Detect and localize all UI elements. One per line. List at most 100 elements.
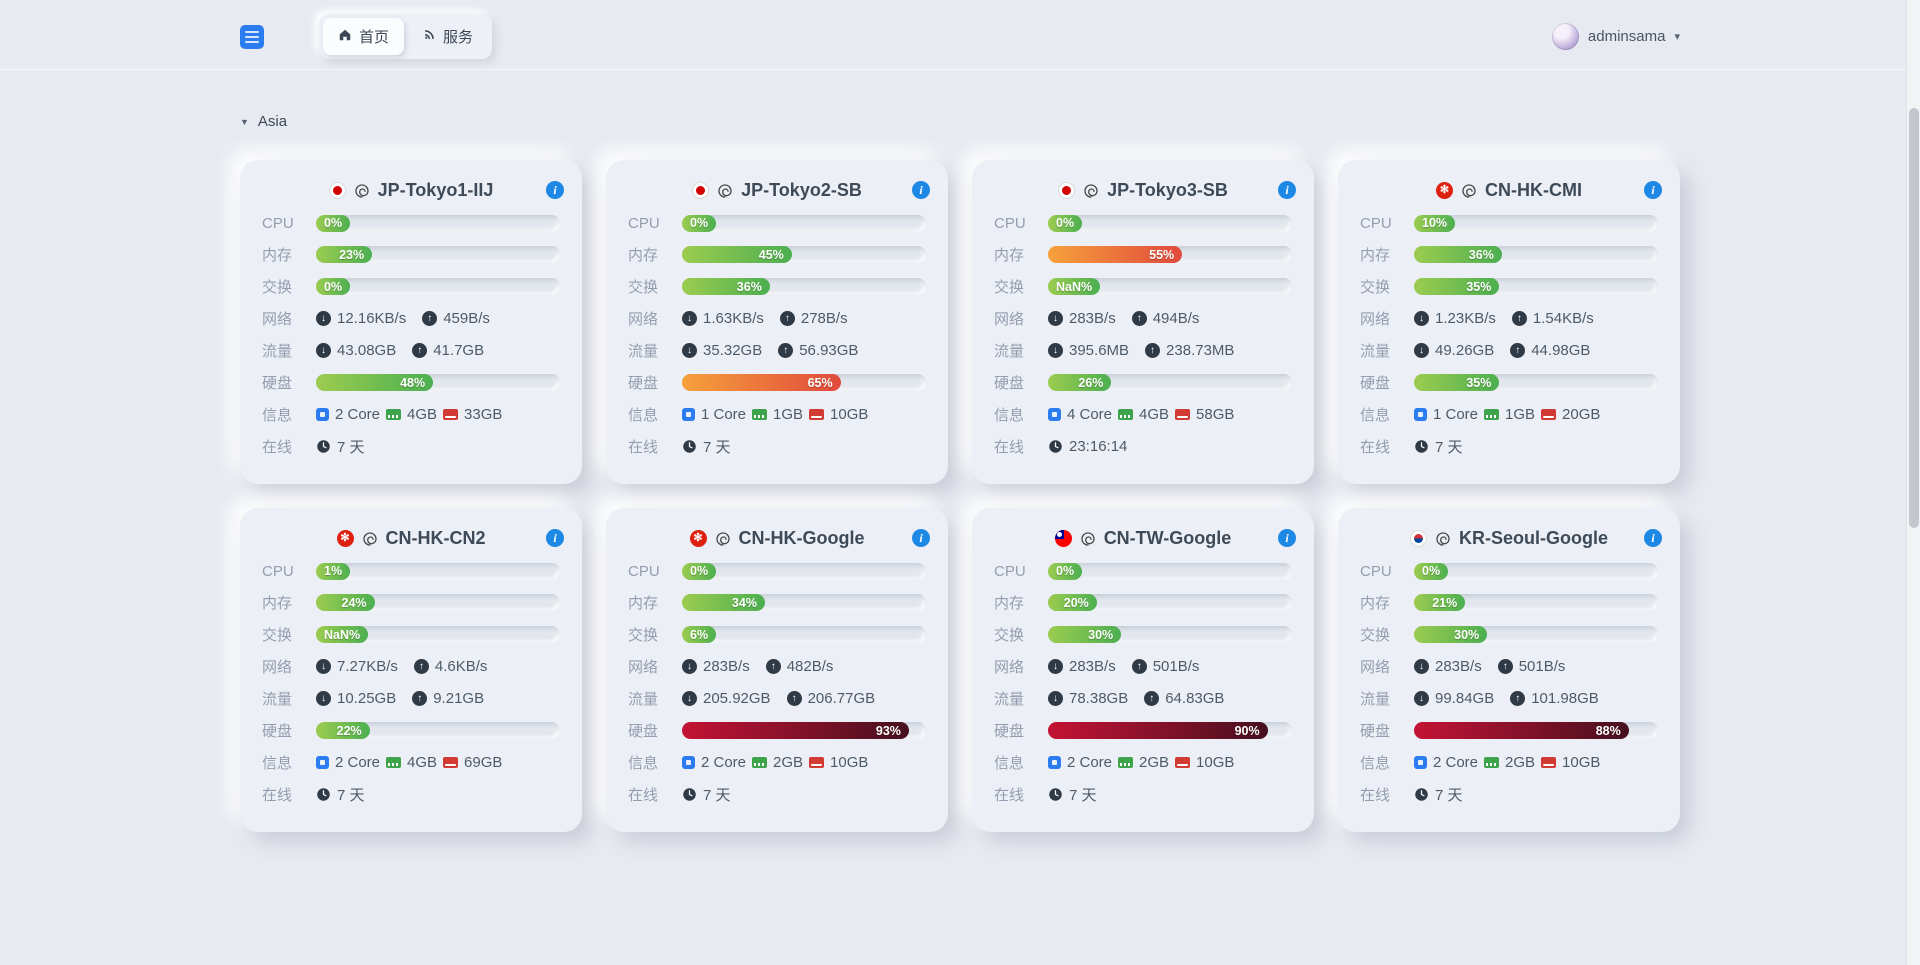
core-count: 2 Core [335,406,381,423]
traffic-upload-total: 101.98GB [1531,690,1599,707]
info-icon[interactable]: i [1644,181,1662,199]
scrollbar[interactable] [1906,0,1920,965]
uptime-values: 7 天 [682,436,731,457]
traffic-download-total: 35.32GB [703,342,763,359]
os-icon [717,183,733,199]
info-icon[interactable]: i [1644,529,1662,547]
net-upload-speed: 459B/s [443,310,490,327]
swap-row: 交换 30% [994,624,1292,645]
net-upload-speed: 4.6KB/s [434,658,488,675]
memory-progress-fill: 21% [1414,594,1466,611]
cpu-chip-icon [1414,756,1427,769]
info-icon[interactable]: i [546,181,564,199]
server-card: CN-HK-CN2 i CPU 1% 内存 24% 交换 NaN% [240,508,582,832]
circle-arrow-down-icon: ↓ [1414,691,1429,706]
memory-row: 内存 24% [262,592,560,613]
section-asia[interactable]: ▼ Asia [240,113,1680,130]
uptime-row-label: 在线 [994,787,1025,804]
server-card-header: CN-TW-Google i [994,528,1296,549]
circle-arrow-down-icon: ↓ [1414,311,1429,326]
swap-row: 交换 6% [628,624,926,645]
cpu-row-label: CPU [1360,214,1392,232]
core-count: 2 Core [335,754,381,771]
swap-progress-track: NaN% [316,626,560,643]
traffic-download-total: 395.6MB [1069,342,1130,359]
info-icon[interactable]: i [1278,529,1296,547]
memory-row-label: 内存 [262,595,293,612]
info-icon[interactable]: i [1278,181,1296,199]
ram-size: 2GB [773,754,804,771]
traffic-row: 流量 ↓ 35.32GB ↑ 56.93GB [628,340,926,361]
traffic-values: ↓ 43.08GB ↑ 41.7GB [316,342,484,359]
info-row: 信息 2 Core 4GB 69GB [262,752,560,773]
uptime-value: 7 天 [1435,787,1463,804]
uptime-row: 在线 7 天 [994,784,1292,805]
circle-arrow-down-icon: ↓ [316,659,331,674]
net-download-speed: 283B/s [703,658,750,675]
disk-row: 硬盘 22% [262,720,560,741]
main-content: ▼ Asia JP-Tokyo1-IIJ i CPU 0% 内存 23% [240,113,1680,832]
circle-arrow-up-icon: ↑ [412,343,428,358]
info-values: 4 Core 4GB 58GB [1048,406,1234,423]
tab-services[interactable]: 服务 [408,18,488,55]
cpu-row-label: CPU [994,214,1026,232]
traffic-row-label: 流量 [1360,343,1391,360]
tab-home[interactable]: 首页 [323,18,405,55]
info-values: 1 Core 1GB 10GB [682,406,868,423]
swap-row: 交换 36% [628,276,926,297]
disk-progress-fill: 35% [1414,374,1500,391]
disk-progress-track: 35% [1414,374,1658,391]
memory-progress-track: 24% [316,594,560,611]
uptime-values: 23:16:14 [1048,438,1127,455]
traffic-values: ↓ 99.84GB ↑ 101.98GB [1414,690,1599,707]
info-row-label: 信息 [1360,407,1391,424]
traffic-row: 流量 ↓ 49.26GB ↑ 44.98GB [1360,340,1658,361]
disk-progress-fill: 93% [682,722,909,739]
circle-arrow-down-icon: ↓ [682,691,697,706]
server-card-header: JP-Tokyo2-SB i [628,180,930,201]
circle-arrow-up-icon: ↑ [1144,691,1160,706]
net-download-speed: 1.63KB/s [703,310,764,327]
network-row: 网络 ↓ 283B/s ↑ 501B/s [994,656,1292,677]
uptime-row: 在线 7 天 [1360,784,1658,805]
disk-percent: 26% [1078,375,1104,390]
hard-drive-icon [443,409,459,420]
memory-stick-icon [1118,757,1134,768]
network-row: 网络 ↓ 1.63KB/s ↑ 278B/s [628,308,926,329]
clock-icon [682,787,697,802]
menu-icon[interactable] [240,24,264,49]
info-icon[interactable]: i [912,529,930,547]
swap-percent: 0% [324,279,343,294]
memory-stick-icon [1484,409,1500,420]
os-icon [1083,183,1099,199]
server-card-header: CN-HK-CN2 i [262,528,564,549]
user-menu[interactable]: adminsama ▾ [1551,23,1680,50]
swap-progress-fill: NaN% [316,626,369,643]
cpu-row: CPU 0% [994,561,1292,581]
os-icon [715,531,731,547]
uptime-row: 在线 7 天 [628,436,926,457]
net-upload-speed: 482B/s [786,658,834,675]
disk-progress-fill: 22% [316,722,370,739]
info-icon[interactable]: i [546,529,564,547]
ram-size: 4GB [407,754,438,771]
cpu-percent: 1% [324,564,343,578]
server-card: JP-Tokyo3-SB i CPU 0% 内存 55% 交换 N [972,160,1314,484]
disk-row-label: 硬盘 [628,723,659,740]
traffic-row-label: 流量 [262,691,293,708]
network-row: 网络 ↓ 283B/s ↑ 494B/s [994,308,1292,329]
net-upload-speed: 501B/s [1518,658,1566,675]
swap-row: 交换 NaN% [994,276,1292,297]
info-icon[interactable]: i [912,181,930,199]
uptime-values: 7 天 [316,436,365,457]
cpu-row: CPU 0% [628,561,926,581]
scrollbar-thumb[interactable] [1909,108,1919,528]
cpu-chip-icon [1414,408,1427,421]
clock-icon [1414,439,1429,454]
memory-progress-fill: 23% [316,246,373,263]
net-upload-speed: 501B/s [1152,658,1200,675]
info-row-label: 信息 [994,755,1025,772]
memory-progress-fill: 34% [682,594,765,611]
swap-percent: 35% [1466,279,1492,294]
swap-row: 交换 35% [1360,276,1658,297]
